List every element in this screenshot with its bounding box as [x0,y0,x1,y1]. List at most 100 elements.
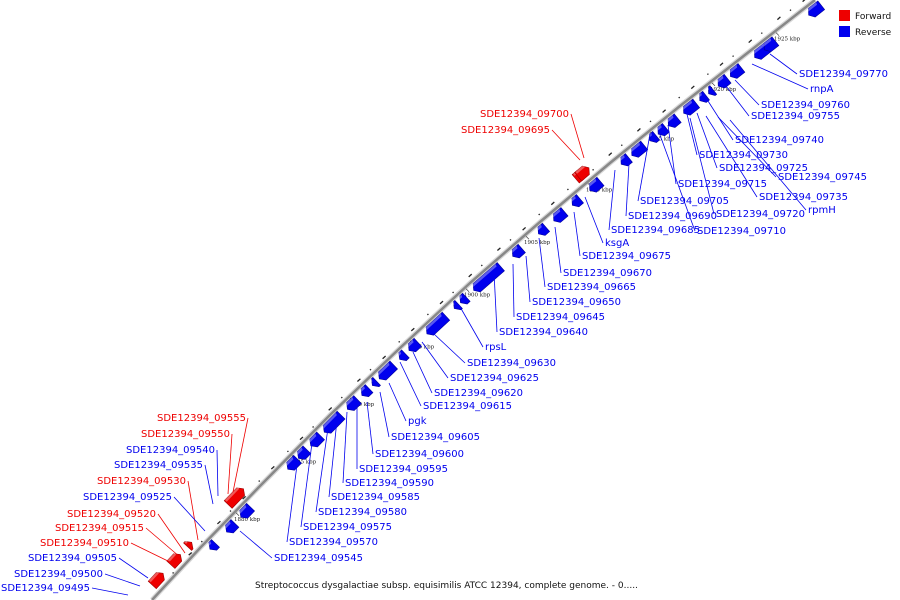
gc-dash [398,340,401,343]
reverse-gene [206,539,220,551]
gc-dash [760,32,763,35]
label-leader [145,527,181,558]
label-leader [707,100,734,141]
legend-label-reverse: Reverse [855,28,892,38]
reverse-gene [307,431,325,448]
gene-label: SDE12394_09600 [375,449,464,460]
reverse-gene [284,454,302,471]
reverse-gene-arrow [808,0,826,18]
reverse-gene [727,63,746,79]
reverse-gene [358,384,374,398]
gene-label: SDE12394_09545 [274,553,363,564]
gene-label: SDE12394_09690 [628,211,717,222]
gene-label: SDE12394_09715 [678,179,767,190]
tick-label: 1890 kbp [348,402,375,408]
reverse-gene [376,360,398,381]
tick-label: 1885 kbp [290,460,317,466]
gene-label: SDE12394_09515 [55,523,144,534]
gene-label: SDE12394_09510 [40,538,129,549]
forward-gene-arrow [183,541,194,551]
gene-label: SDE12394_09570 [289,537,378,548]
reverse-gene-arrow [225,519,240,534]
label-leader [538,237,546,288]
gc-dash [286,450,289,453]
gene-highlight [396,351,402,357]
label-leader [689,117,715,215]
gene-highlight [509,245,518,254]
gene-label: SDE12394_09585 [331,492,420,503]
gene-label: SDE12394_09710 [697,226,786,237]
gc-dash [662,109,667,113]
label-leader [554,226,562,274]
label-leader [328,419,338,498]
reverse-gene-arrow [378,360,398,381]
forward-gene-arrow [223,487,245,509]
reverse-gene [406,337,423,353]
gene-highlight [575,164,585,174]
label-leader [734,79,760,106]
backbone-line [151,0,816,600]
gene-label: rnpA [810,84,834,95]
reverse-gene [237,502,255,519]
gene-label: SDE12394_09590 [345,478,434,489]
gene-label: SDE12394_09770 [799,69,888,80]
gene-highlight [224,486,240,502]
label-leader [685,109,698,156]
gene-label: SDE12394_09650 [532,297,621,308]
reverse-gene [509,243,526,259]
reverse-gene-arrow [708,85,718,96]
label-leader [342,411,348,484]
label-leader [300,442,313,528]
gc-dash [452,291,455,294]
gene-highlight [148,570,159,583]
gene-label: SDE12394_09705 [640,196,729,207]
gc-dash [802,0,806,3]
gene-highlight [237,504,247,515]
gene-highlight [184,540,188,544]
gene-label: rpmH [808,205,836,216]
label-leader [725,85,750,117]
reverse-gene-arrow [717,73,732,89]
gene-label: SDE12394_09625 [450,373,539,384]
label-leader [227,433,233,495]
label-leader [315,427,329,513]
gc-dash [172,571,175,574]
forward-gene [147,570,165,590]
reverse-gene-arrow [407,337,423,353]
gene-highlight [307,433,317,444]
gc-dash [538,213,541,216]
gene-label: SDE12394_09640 [499,327,588,338]
reverse-gene-arrow [571,194,584,208]
reverse-gene-arrow [360,384,374,398]
gene-label: SDE12394_09665 [547,282,636,293]
reverse-gene [569,194,584,208]
gc-dash [410,327,415,332]
gc-dash [369,368,372,371]
legend-swatch-reverse [839,26,850,37]
gene-highlight [752,44,764,55]
gene-highlight [681,100,693,111]
forward-gene [223,486,245,509]
reverse-gene-arrow [511,243,526,259]
label-leader [157,513,186,554]
label-leader [239,530,273,559]
reverse-gene [761,36,780,53]
reverse-gene [697,90,710,103]
reverse-gene-arrow [208,539,220,551]
gene-highlight [406,339,414,348]
label-leader [458,304,484,348]
label-leader [493,271,498,333]
gene-label: SDE12394_09495 [1,583,90,594]
gc-dash [242,495,247,500]
reverse-gene-arrow [537,222,551,236]
label-leader [173,496,206,532]
gc-dash [789,9,792,12]
gc-dash [748,39,753,44]
reverse-gene [396,349,410,361]
label-leader [659,134,696,232]
gene-highlight [618,154,625,162]
gene-highlight [457,294,463,300]
reverse-gene-arrow [309,431,325,448]
gene-label: SDE12394_09555 [157,413,246,424]
